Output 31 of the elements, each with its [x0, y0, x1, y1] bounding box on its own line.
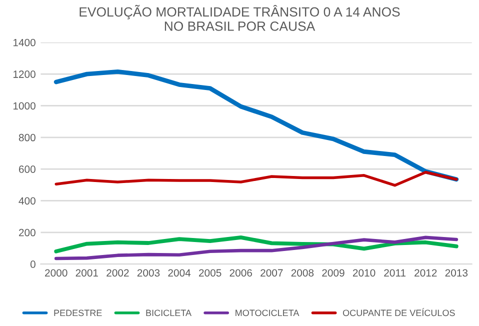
legend-label: PEDESTRE	[54, 310, 102, 316]
line-series	[54, 69, 459, 182]
x-tick-label: 2005	[199, 269, 222, 277]
y-tick-label: 0	[30, 260, 36, 268]
x-tick-label: 2002	[106, 269, 129, 277]
y-tick-label: 1000	[13, 102, 36, 110]
x-tick-label: 2003	[137, 269, 160, 277]
y-tick-label: 200	[19, 228, 36, 236]
y-tick-label: 1400	[13, 38, 36, 46]
y-tick-label: 1200	[13, 70, 36, 78]
y-tick-label: 400	[18, 197, 36, 205]
line-series	[54, 236, 458, 260]
legend-label: MOTOCICLETA	[236, 310, 300, 316]
y-tick-label: 600	[19, 166, 36, 173]
x-tick-label: 2000	[45, 269, 68, 277]
legend-label: BICICLETA	[146, 310, 192, 316]
line-series	[54, 170, 458, 187]
x-tick-label: 2012	[414, 269, 437, 277]
x-tick-label: 2013	[445, 269, 468, 277]
x-tick-label: 2006	[230, 269, 252, 277]
x-tick-label: 2008	[291, 269, 314, 277]
x-tick-label: 2010	[352, 269, 376, 277]
x-tick-label: 2009	[322, 269, 344, 277]
legend-label: OCUPANTE DE VEÍCULOS	[342, 308, 455, 316]
x-tick-label: 2004	[168, 269, 191, 277]
line-series	[54, 236, 458, 254]
chart-title: EVOLUÇÃO MORTALIDADE TRÂNSITO 0 A 14 ANOS NO BRASIL POR CAUSA	[80, 4, 400, 31]
x-tick-label: 2007	[260, 269, 283, 277]
x-tick-label: 2001	[76, 269, 98, 277]
y-tick-label: 800	[18, 134, 36, 142]
x-tick-label: 2011	[384, 269, 406, 277]
